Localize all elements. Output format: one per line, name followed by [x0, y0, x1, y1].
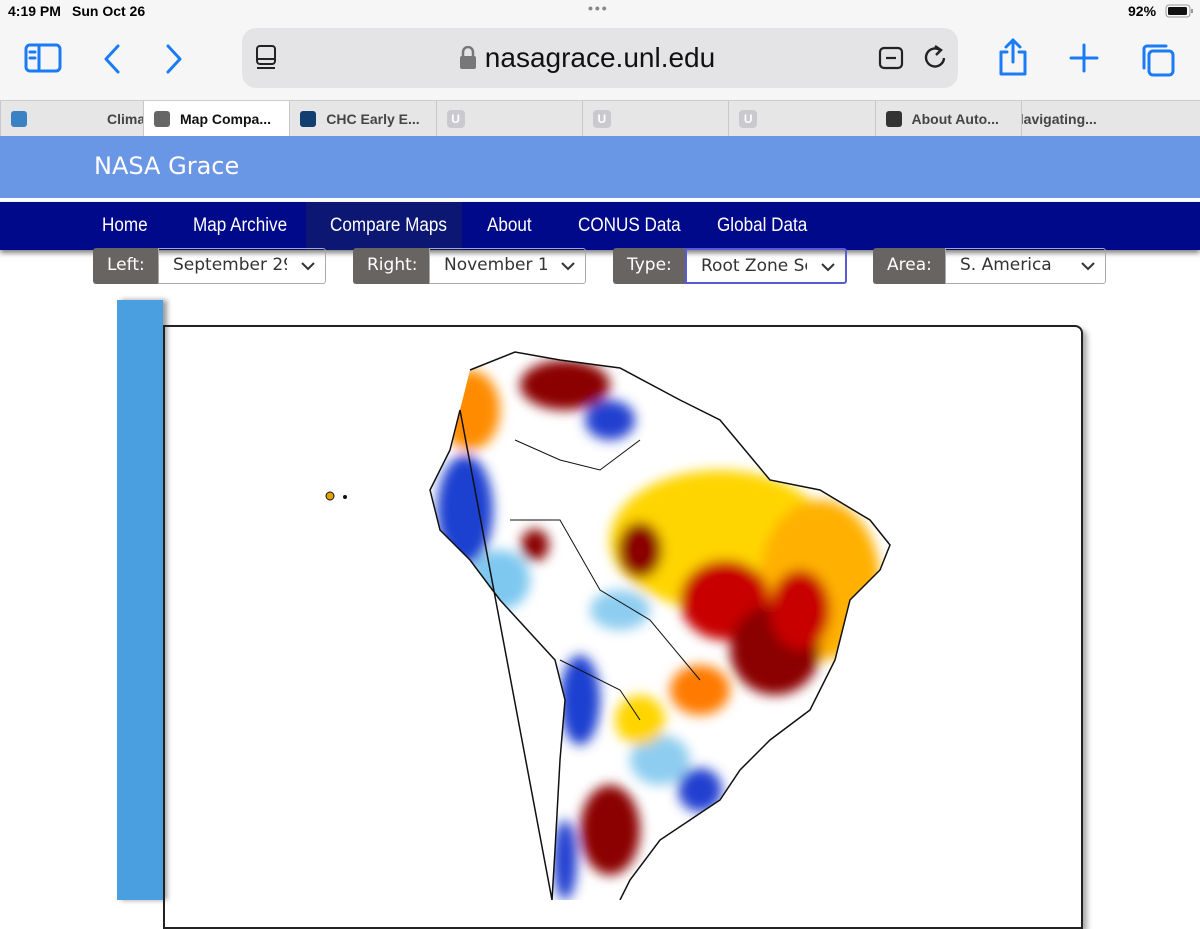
select-label: Area:	[873, 248, 945, 284]
tab-title: Map Compa...	[180, 111, 272, 127]
favicon	[154, 111, 170, 127]
select-value: November 1	[444, 255, 547, 275]
tabs-button[interactable]	[1140, 42, 1176, 78]
tab-title: About Auto...	[911, 111, 999, 127]
tab[interactable]: lavigating...	[1020, 101, 1168, 137]
select-label: Left:	[93, 248, 158, 284]
nav-bar: Home Map Archive Compare Maps About CONUS Da…	[0, 202, 1200, 250]
chevron	[1081, 262, 1095, 271]
select-label: Right:	[353, 248, 429, 284]
tab[interactable]: U	[581, 101, 729, 137]
tab-title: lavigating...	[1020, 111, 1097, 127]
panel-sidebar	[117, 300, 163, 900]
nav-link[interactable]: Global Data	[717, 215, 808, 236]
select-value: Root Zone Sc	[701, 256, 807, 276]
select-group: Area: S. America	[873, 248, 1106, 284]
dots: •••	[588, 0, 609, 16]
tab-title: Clima	[107, 111, 146, 127]
lock-icon	[460, 46, 476, 69]
tab[interactable]: Map Compa...	[143, 101, 290, 137]
tab-bar: Clima Map Compa... CHC Early E... U U U About …	[0, 100, 1200, 137]
select-box[interactable]: November 1	[429, 248, 586, 284]
select-box[interactable]: Root Zone Sc	[685, 248, 847, 284]
favicon	[11, 111, 27, 127]
tab[interactable]: U	[435, 101, 583, 137]
select-box[interactable]: S. America	[945, 248, 1106, 284]
url-text: nasagrace.unl.edu	[484, 42, 716, 73]
nav-link[interactable]: Compare Maps	[330, 215, 447, 236]
status-bar: 4:19 PM Sun Oct 26 ••• 92%	[0, 0, 1200, 22]
share-button[interactable]	[996, 36, 1030, 78]
toolbar: nasagrace.unl.edu	[0, 22, 1200, 100]
reader-icon[interactable]	[254, 44, 280, 72]
nav-link[interactable]: Map Archive	[193, 215, 288, 236]
map	[325, 351, 891, 900]
site-title: NASA Grace	[94, 152, 240, 180]
chevron	[561, 262, 575, 271]
select-group: Left: September 29	[93, 248, 326, 284]
nav-link[interactable]: About	[487, 215, 532, 236]
extension-icon[interactable]	[878, 45, 910, 71]
favicon	[300, 111, 317, 127]
tab[interactable]: CHC Early E...	[289, 101, 436, 137]
chevron	[821, 263, 835, 272]
nav-link[interactable]: Home	[102, 215, 148, 236]
tab-icon: U	[446, 110, 465, 128]
new-tab-button[interactable]	[1068, 42, 1100, 74]
site-header: NASA Grace	[0, 136, 1200, 198]
anomaly-map	[430, 352, 890, 900]
battery-level: 92%	[1128, 3, 1157, 19]
favicon	[885, 111, 902, 127]
tab[interactable]: About Auto...	[874, 101, 1022, 137]
chevron	[301, 262, 315, 271]
tab[interactable]: Clima	[0, 101, 147, 137]
back-button[interactable]	[100, 42, 124, 76]
select-value: S. America	[960, 255, 1052, 275]
tab[interactable]: U	[728, 101, 875, 137]
sidebar-button[interactable]	[24, 42, 64, 76]
select-group: Type: Root Zone Sc	[613, 248, 847, 284]
tab-title: CHC Early E...	[326, 111, 420, 127]
nav-link[interactable]: CONUS Data	[578, 215, 681, 236]
address-bar[interactable]: nasagrace.unl.edu	[242, 28, 958, 88]
select-box[interactable]: September 29	[158, 248, 326, 284]
select-value: September 29	[173, 255, 287, 275]
reload-button[interactable]	[922, 43, 950, 73]
battery-icon	[1165, 4, 1193, 18]
tab-icon: U	[739, 110, 758, 128]
nav-active-bg	[306, 202, 462, 250]
date: Sun Oct 26	[72, 3, 146, 19]
clock: 4:19 PM	[8, 3, 61, 19]
tab-icon: U	[592, 110, 611, 128]
select-group: Right: November 1	[353, 248, 586, 284]
select-label: Type:	[613, 248, 685, 284]
forward-button[interactable]	[162, 42, 186, 76]
